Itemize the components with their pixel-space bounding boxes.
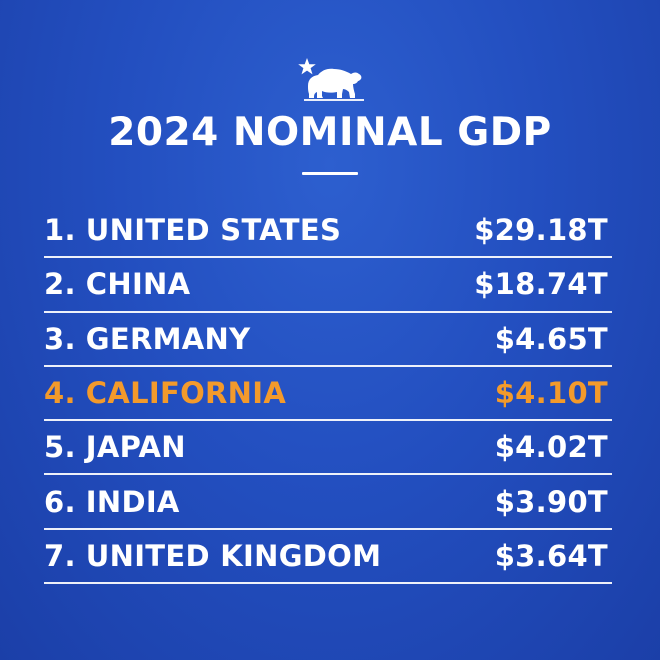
list-item: 4. CALIFORNIA $4.10T [44,367,612,422]
gdp-value: $4.65T [494,321,608,356]
row-left: 7. UNITED KINGDOM [44,539,381,573]
list-item: 2. CHINA $18.74T [44,258,612,313]
country-name: CHINA [85,267,191,302]
california-bear-star-icon [298,58,364,101]
row-left: 4. CALIFORNIA [44,376,286,410]
country-name: UNITED KINGDOM [85,538,382,573]
rank-number: 7. [44,538,76,573]
row-left: 1. UNITED STATES [44,213,341,247]
rank-number: 6. [44,484,76,519]
gdp-value: $29.18T [474,213,608,248]
list-item: 3. GERMANY $4.65T [44,313,612,367]
row-left: 2. CHINA [44,267,190,301]
title-divider [302,172,358,175]
gdp-value: $3.64T [494,538,608,573]
gdp-value: $4.02T [494,430,608,465]
list-item: 7. UNITED KINGDOM $3.64T [44,530,612,585]
country-name: UNITED STATES [85,213,342,248]
list-item: 5. JAPAN $4.02T [44,421,612,476]
page-title: 2024 NOMINAL GDP [108,110,552,155]
row-left: 5. JAPAN [44,430,186,464]
gdp-value: $3.90T [494,484,608,519]
gdp-value: $18.74T [474,267,608,302]
country-name: JAPAN [85,430,186,465]
list-item: 1. UNITED STATES $29.18T [44,204,612,259]
row-left: 6. INDIA [44,485,180,519]
country-name: GERMANY [85,321,251,356]
rank-number: 3. [44,321,76,356]
rank-number: 5. [44,430,76,465]
rank-number: 1. [44,213,76,248]
rank-number: 2. [44,267,76,302]
country-name: INDIA [85,484,180,519]
gdp-ranking-list: 1. UNITED STATES $29.18T 2. CHINA $18.74… [44,204,612,585]
row-left: 3. GERMANY [44,322,250,356]
rank-number: 4. [44,376,76,411]
list-item: 6. INDIA $3.90T [44,475,612,530]
gdp-value: $4.10T [494,376,608,411]
country-name: CALIFORNIA [85,376,287,411]
